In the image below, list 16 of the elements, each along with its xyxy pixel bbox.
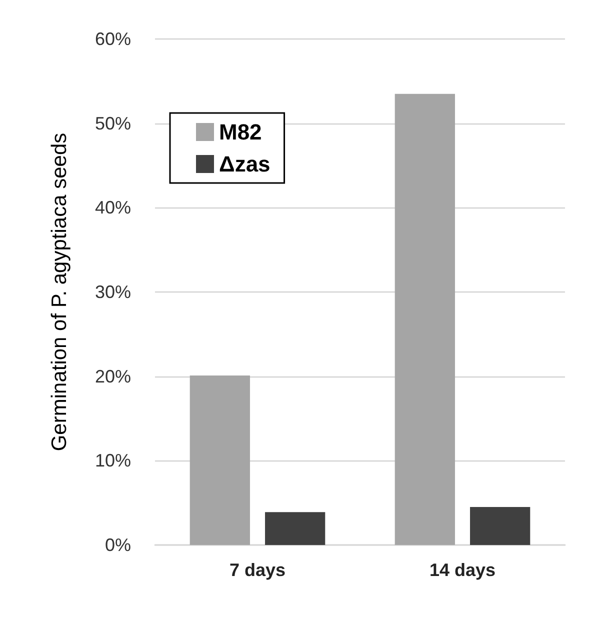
y-axis-title: Germination of P. agyptiaca seeds — [48, 132, 71, 452]
bar — [265, 512, 326, 545]
bar — [190, 375, 250, 545]
bar — [470, 507, 530, 545]
y-tick-label: 50% — [94, 113, 131, 134]
bar — [394, 94, 455, 545]
y-tick-label: 20% — [94, 366, 131, 386]
y-tick-label: 60% — [94, 29, 131, 49]
x-tick-label: 14 days — [429, 560, 496, 580]
legend-label: Δzas — [219, 152, 270, 176]
y-tick-label: 40% — [94, 198, 131, 218]
y-tick-label: 0% — [104, 535, 131, 555]
y-tick-label: 30% — [94, 282, 131, 302]
legend-label: M82 — [219, 120, 262, 144]
y-tick-label: 10% — [94, 450, 131, 471]
x-tick-label: 7 days — [229, 560, 286, 580]
